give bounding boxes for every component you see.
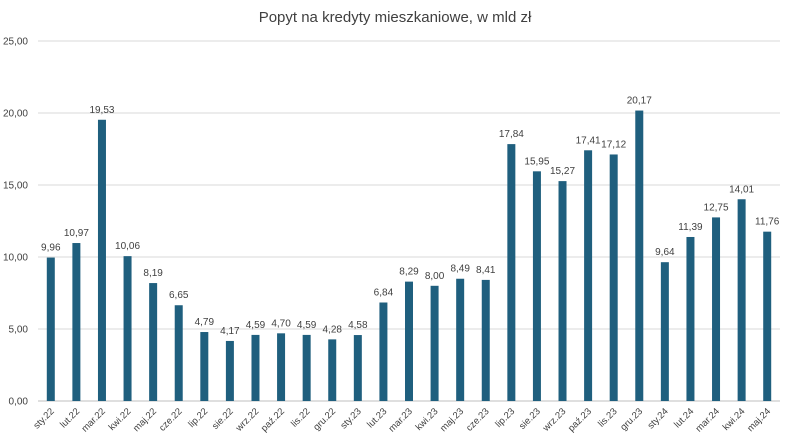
bar xyxy=(302,334,311,401)
x-tick-label: lip.23 xyxy=(493,406,517,430)
bar xyxy=(609,154,618,401)
data-label: 10,06 xyxy=(115,241,140,252)
gridlines xyxy=(38,40,780,402)
bar xyxy=(174,305,183,401)
x-tick-label: kwi.24 xyxy=(721,406,748,433)
x-tick-label: lis.22 xyxy=(289,406,312,429)
bar xyxy=(712,217,721,401)
data-label: 15,95 xyxy=(524,156,549,167)
bar xyxy=(763,231,772,401)
bar xyxy=(532,171,541,401)
x-tick-label: mar.24 xyxy=(694,406,722,434)
x-tick-label: mar.22 xyxy=(80,406,108,434)
x-tick-label: wrz.22 xyxy=(233,406,261,434)
x-tick-label: maj.22 xyxy=(131,406,159,434)
x-tick-label: kwi.22 xyxy=(107,406,134,433)
data-label: 20,17 xyxy=(627,96,652,107)
x-tick-label: maj.23 xyxy=(438,406,466,434)
y-tick-label: 0,00 xyxy=(9,397,29,408)
x-tick-label: sie.22 xyxy=(210,406,236,432)
bar xyxy=(200,332,209,401)
x-tick-label: cze.23 xyxy=(464,406,492,434)
bar xyxy=(584,150,593,401)
bar xyxy=(277,333,286,401)
chart-title: Popyt na kredyty mieszkaniowe, w mld zł xyxy=(259,9,532,26)
y-tick-label: 5,00 xyxy=(9,325,29,336)
bar xyxy=(123,256,132,401)
x-tick-label: cze.22 xyxy=(157,406,185,434)
data-label: 8,41 xyxy=(476,265,496,276)
data-label: 17,12 xyxy=(601,139,626,150)
y-tick-label: 10,00 xyxy=(3,253,28,264)
bar xyxy=(353,335,362,401)
data-label: 4,59 xyxy=(246,320,266,331)
data-label: 4,59 xyxy=(297,320,317,331)
data-label: 6,84 xyxy=(374,288,394,299)
data-label: 12,75 xyxy=(704,202,729,213)
data-label: 15,27 xyxy=(550,166,575,177)
y-tick-label: 15,00 xyxy=(3,181,28,192)
data-label: 4,28 xyxy=(323,324,343,335)
x-tick-label: sty.24 xyxy=(646,406,671,431)
data-label: 8,00 xyxy=(425,271,445,282)
bar xyxy=(72,243,81,401)
bar xyxy=(635,110,644,401)
data-label: 11,39 xyxy=(678,222,703,233)
data-label: 8,49 xyxy=(450,264,470,275)
data-label: 4,79 xyxy=(195,317,215,328)
x-tick-label: mar.23 xyxy=(387,406,415,434)
bar xyxy=(558,181,567,401)
data-label: 6,65 xyxy=(169,290,189,301)
bar xyxy=(405,281,413,401)
data-label: 4,70 xyxy=(271,318,291,329)
x-tick-label: kwi.23 xyxy=(414,406,441,433)
data-label: 8,19 xyxy=(143,268,163,279)
bar xyxy=(507,144,516,401)
bar xyxy=(430,285,439,401)
bar xyxy=(737,199,746,401)
bar xyxy=(481,279,490,401)
bar xyxy=(225,340,234,401)
x-tick-label: sty.23 xyxy=(339,406,364,431)
x-tick-label: lis.23 xyxy=(596,406,619,429)
y-tick-label: 25,00 xyxy=(3,37,28,48)
data-label: 14,01 xyxy=(729,184,754,195)
y-axis: 0,00 5,00 10,00 15,00 20,00 25,00 xyxy=(3,37,28,408)
x-tick-label: wrz.23 xyxy=(540,406,568,434)
data-label: 11,76 xyxy=(755,217,780,228)
bar xyxy=(46,257,55,401)
bars xyxy=(46,110,772,401)
data-label: 9,64 xyxy=(655,247,675,258)
bar xyxy=(379,302,388,401)
y-tick-label: 20,00 xyxy=(3,109,28,120)
data-label: 17,84 xyxy=(499,129,524,140)
bar xyxy=(328,339,337,401)
bar xyxy=(660,262,669,401)
bar xyxy=(97,119,106,401)
bar xyxy=(456,278,465,401)
data-label: 4,58 xyxy=(348,320,368,331)
bar xyxy=(149,283,158,401)
data-label: 4,17 xyxy=(220,326,240,337)
x-tick-label: sty.22 xyxy=(31,406,56,431)
data-label: 10,97 xyxy=(64,228,89,239)
x-tick-label: paź.22 xyxy=(259,406,287,434)
x-tick-label: gru.22 xyxy=(311,406,338,433)
x-tick-label: sie.23 xyxy=(517,406,543,432)
data-label: 17,41 xyxy=(576,135,601,146)
data-label: 19,53 xyxy=(89,105,114,116)
x-tick-label: lip.22 xyxy=(186,406,210,430)
x-tick-label: paź.23 xyxy=(566,406,594,434)
x-tick-label: maj.24 xyxy=(745,406,773,434)
data-label: 9,96 xyxy=(41,243,61,254)
bar xyxy=(251,334,260,401)
data-label: 8,29 xyxy=(399,267,419,278)
bar xyxy=(686,236,695,401)
x-tick-label: gru.23 xyxy=(618,406,645,433)
